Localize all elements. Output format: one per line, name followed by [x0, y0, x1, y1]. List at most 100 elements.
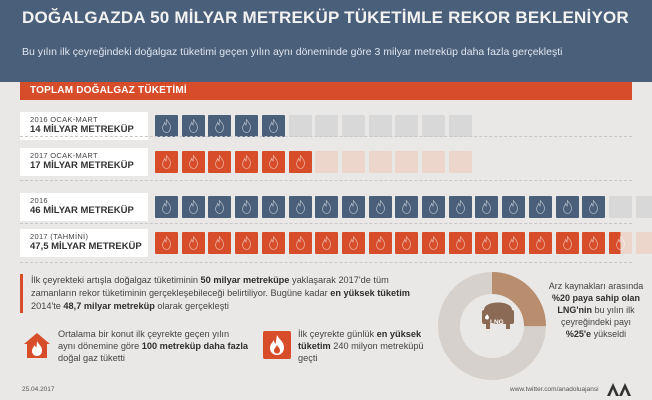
filled-cell — [181, 196, 205, 218]
empty-cell — [315, 115, 339, 137]
filled-cell — [235, 151, 259, 173]
summary-bold: 48,7 milyar metreküp — [63, 301, 155, 311]
flame-icon — [295, 236, 305, 250]
empty-cell — [608, 196, 632, 218]
summary-paragraph: İlk çeyrekteki artışla doğalgaz tüketimi… — [20, 274, 428, 313]
donut-bold: %20 paya sahip olan LNG'nin — [551, 293, 641, 315]
filled-cell — [582, 196, 606, 218]
flame-icon — [162, 155, 171, 169]
filled-cell — [502, 196, 526, 218]
flame-icon — [242, 236, 251, 250]
stat-text: İlk çeyrekte günlük — [298, 329, 377, 339]
filled-cell — [448, 232, 472, 254]
flame-icon — [615, 236, 625, 250]
flame-icon — [455, 200, 465, 214]
filled-cell — [181, 151, 205, 173]
empty-cell — [368, 151, 392, 173]
filled-cell — [502, 232, 526, 254]
filled-cell — [341, 196, 365, 218]
row-amount: 14 MİLYAR METREKÜP — [30, 124, 134, 135]
row-label: 2016 OCAK-MART 14 MİLYAR METREKÜP — [20, 112, 148, 140]
filled-cell — [181, 115, 205, 137]
filled-cell — [208, 196, 232, 218]
filled-cell — [288, 196, 312, 218]
donut-text: yükseldi — [591, 329, 627, 339]
flame-icon — [562, 200, 572, 214]
filled-cell — [395, 232, 419, 254]
flame-icon — [429, 200, 438, 214]
row-amount: 47,5 MİLYAR METREKÜP — [30, 241, 142, 252]
flame-icon — [188, 155, 198, 169]
consumption-row: 2017 OCAK-MART 17 MİLYAR METREKÜP — [20, 148, 632, 176]
flame-icon — [429, 236, 438, 250]
flame-icon — [375, 236, 385, 250]
row-label: 2017 (TAHMİNİ) 47,5 MİLYAR METREKÜP — [20, 229, 148, 257]
flame-icon — [215, 200, 225, 214]
empty-cell — [368, 115, 392, 137]
flame-icon — [482, 236, 492, 250]
flame-icon — [268, 236, 278, 250]
flame-icon — [348, 236, 358, 250]
flame-icon — [162, 119, 171, 133]
flame-icon — [509, 236, 518, 250]
filled-cell — [208, 151, 232, 173]
flame-icon — [188, 236, 198, 250]
flame-icon — [215, 119, 225, 133]
row-divider — [20, 180, 632, 181]
consumption-row: 2016 46 MİLYAR METREKÜP — [20, 193, 652, 221]
filled-cell — [475, 232, 499, 254]
empty-cell — [315, 151, 339, 173]
flame-box-icon — [263, 331, 291, 359]
summary-bold: en yüksek tüketim — [330, 288, 410, 298]
flame-icon — [242, 119, 251, 133]
lng-share-donut — [438, 272, 546, 380]
filled-cell — [261, 115, 285, 137]
lng-tank-icon — [482, 302, 514, 329]
flame-icon — [162, 236, 171, 250]
summary-text: olarak gerçekleşti — [154, 301, 229, 311]
flame-icon — [215, 155, 225, 169]
flame-icon — [455, 236, 465, 250]
row-divider — [20, 136, 632, 137]
page-subtitle: Bu yılın ilk çeyreğindeki doğalgaz tüket… — [22, 46, 563, 58]
flame-icon — [322, 200, 332, 214]
filled-cell — [422, 232, 445, 254]
flame-icon — [375, 200, 385, 214]
flame-icon — [242, 200, 251, 214]
flame-icon — [402, 236, 412, 250]
filled-cell — [155, 115, 178, 137]
filled-cell — [181, 232, 205, 254]
empty-cell — [341, 151, 365, 173]
stat-house-consumption: Ortalama bir konut ilk çeyrekte geçen yı… — [58, 328, 248, 364]
filled-cell — [235, 232, 259, 254]
donut-text: bu yılın ilk çeyreğindeki payı — [560, 305, 635, 327]
filled-cell — [555, 196, 579, 218]
header-banner: DOĞALGAZDA 50 MİLYAR METREKÜP TÜKETİMLE … — [0, 0, 652, 82]
house-flame-icon — [24, 333, 50, 358]
empty-cell — [635, 196, 652, 218]
flame-icon — [268, 155, 278, 169]
stat-text: 240 milyon metreküpü geçti — [298, 341, 424, 363]
row-divider — [20, 262, 632, 263]
filled-cell — [582, 232, 606, 254]
empty-cell — [635, 232, 652, 254]
row-period: 2016 — [30, 196, 48, 205]
footer-twitter-handle[interactable]: www.twitter.com/anadoluajansi — [510, 386, 599, 393]
flame-icon — [268, 200, 278, 214]
filled-cell — [528, 196, 552, 218]
summary-text: yaklaşarak 2017'de tüm zamanların rekor … — [31, 275, 389, 298]
filled-cell — [368, 196, 392, 218]
flame-icon — [268, 119, 278, 133]
section-bar: TOPLAM DOĞALGAZ TÜKETİMİ — [20, 82, 632, 100]
filled-cell — [261, 196, 285, 218]
filled-cell — [261, 232, 285, 254]
filled-cell — [395, 196, 419, 218]
empty-cell — [422, 115, 445, 137]
summary-text: 2014'te — [31, 301, 64, 311]
row-period: 2017 (TAHMİNİ) — [30, 232, 89, 241]
stat-bold: 100 metreküp daha fazla — [141, 341, 248, 351]
consumption-row: 2016 OCAK-MART 14 MİLYAR METREKÜP — [20, 112, 632, 140]
filled-cell — [288, 151, 312, 173]
stat-bold: en yüksek tüketim — [298, 329, 422, 351]
filled-cell — [235, 196, 259, 218]
